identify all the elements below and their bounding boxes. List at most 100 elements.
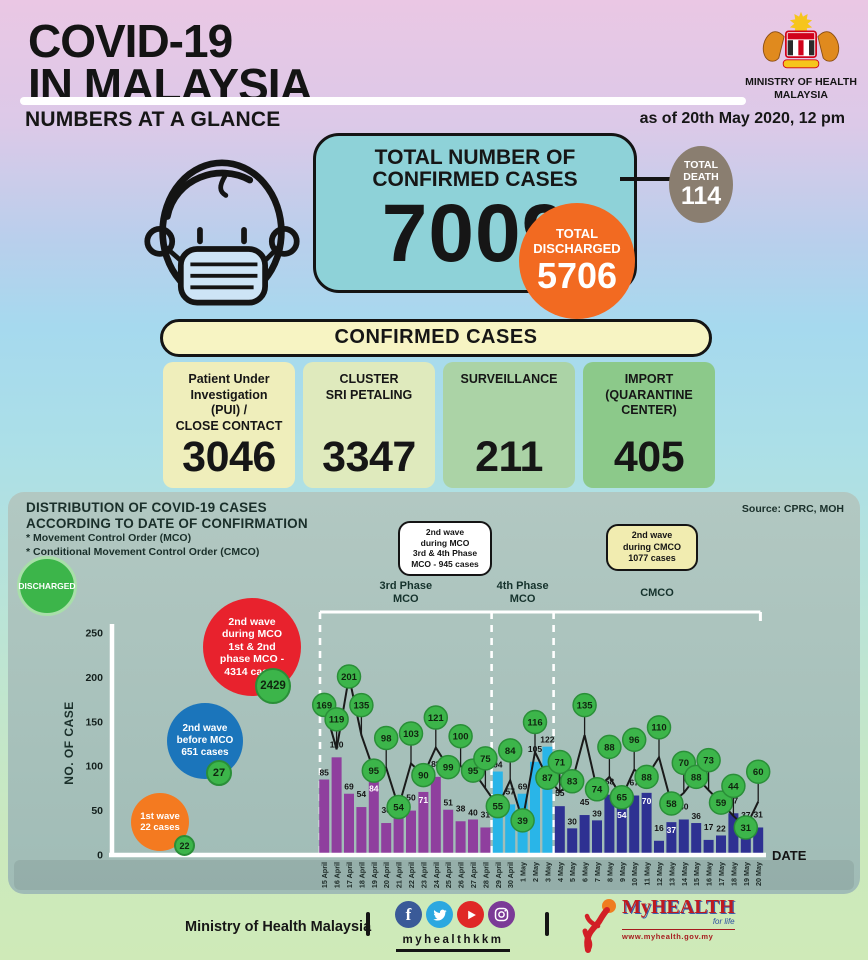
bar (368, 780, 379, 855)
total-confirmed-label: TOTAL NUMBER OF CONFIRMED CASES (372, 146, 578, 192)
bar (678, 819, 689, 855)
svg-text:55: 55 (493, 802, 504, 813)
category-import: IMPORT (QUARANTINE CENTER) 405 (583, 362, 715, 488)
svg-text:71: 71 (419, 795, 429, 805)
svg-text:1 May: 1 May (519, 862, 528, 882)
svg-text:MCO: MCO (393, 593, 419, 605)
discharged-point (324, 707, 349, 732)
divider (545, 912, 549, 936)
discharged-point (584, 777, 610, 802)
svg-text:88: 88 (691, 772, 702, 783)
svg-text:50: 50 (406, 793, 416, 803)
svg-text:17: 17 (704, 822, 714, 832)
svg-text:88: 88 (641, 772, 652, 783)
svg-text:201: 201 (341, 672, 358, 683)
svg-text:88: 88 (431, 759, 441, 769)
total-death-badge: TOTAL DEATH 114 (669, 146, 733, 223)
discharged-point (708, 790, 734, 815)
bar (666, 822, 677, 855)
svg-text:6 May: 6 May (581, 862, 590, 882)
discharged-point (386, 794, 411, 820)
total-death-value: 114 (680, 181, 722, 210)
svg-text:16: 16 (654, 823, 664, 833)
svg-text:69: 69 (518, 782, 528, 792)
badge-27: 27 (206, 760, 232, 786)
svg-text:121: 121 (428, 713, 445, 724)
twitter-icon[interactable] (426, 901, 453, 928)
svg-text:119: 119 (329, 715, 344, 726)
instagram-icon[interactable] (488, 901, 515, 928)
svg-text:20 May: 20 May (754, 862, 763, 886)
svg-text:122: 122 (540, 735, 554, 745)
y-axis-label: NO. OF CASE (62, 701, 76, 785)
svg-text:23 April: 23 April (419, 862, 428, 888)
svg-text:30 April: 30 April (506, 862, 515, 888)
svg-text:58: 58 (666, 799, 677, 810)
svg-text:14 May: 14 May (680, 862, 689, 886)
discharged-point (733, 815, 759, 840)
bar (616, 807, 627, 855)
svg-text:38: 38 (456, 803, 466, 813)
svg-text:69: 69 (344, 782, 354, 792)
svg-text:55: 55 (555, 788, 565, 798)
svg-text:71: 71 (555, 757, 566, 768)
bar (753, 827, 764, 855)
discharged-point (373, 725, 399, 751)
discharged-point (659, 791, 684, 816)
bar (480, 827, 491, 855)
svg-text:4th Phase: 4th Phase (497, 580, 549, 592)
svg-text:17 April: 17 April (345, 862, 354, 888)
svg-text:CMCO: CMCO (640, 587, 674, 599)
svg-text:9 May: 9 May (618, 862, 627, 882)
svg-text:150: 150 (85, 716, 103, 728)
youtube-icon[interactable] (457, 901, 484, 928)
svg-text:17 May: 17 May (717, 862, 726, 886)
discharged-point (621, 727, 647, 753)
facebook-icon[interactable]: f (395, 901, 422, 928)
svg-text:31: 31 (741, 823, 752, 834)
total-discharged-value: 5706 (536, 255, 618, 297)
svg-text:74: 74 (592, 785, 603, 796)
svg-text:MCO: MCO (510, 593, 536, 605)
connector-line (620, 177, 678, 181)
case-categories: Patient Under Investigation (PUI) / CLOS… (163, 362, 715, 488)
social-handle[interactable]: myhealthkkm (402, 934, 504, 946)
svg-text:36: 36 (691, 811, 701, 821)
svg-text:8 May: 8 May (605, 862, 614, 882)
as-of-date: as of 20th May 2020, 12 pm (639, 110, 845, 127)
bar (542, 746, 553, 855)
svg-text:84: 84 (505, 746, 516, 757)
svg-text:DATE: DATE (772, 848, 807, 863)
discharged-point (349, 692, 374, 718)
svg-text:84: 84 (369, 783, 379, 793)
bar (604, 794, 615, 855)
bar (430, 776, 441, 855)
discharged-point (572, 692, 597, 718)
myhealth-figure-icon (582, 899, 616, 953)
discharged-point (485, 793, 511, 819)
svg-text:100: 100 (85, 761, 103, 773)
bar (319, 779, 330, 855)
myhealth-logo[interactable]: MyHEALTH for life www.myhealth.gov.my (578, 896, 735, 954)
svg-text:100: 100 (453, 732, 469, 743)
svg-text:50: 50 (91, 805, 103, 817)
svg-text:3rd Phase: 3rd Phase (380, 580, 433, 592)
annotation-wave1: 1st wave 22 cases (131, 793, 189, 851)
svg-text:51: 51 (443, 798, 453, 808)
svg-text:10 May: 10 May (630, 862, 639, 886)
svg-text:94: 94 (493, 760, 503, 770)
bar (468, 819, 478, 855)
svg-text:37: 37 (741, 810, 751, 820)
divider (20, 97, 746, 105)
svg-text:26 April: 26 April (457, 862, 466, 888)
svg-text:36: 36 (381, 805, 391, 815)
social-icons: f (395, 901, 515, 928)
svg-text:135: 135 (577, 701, 594, 712)
discharged-point (745, 759, 771, 784)
page-title: COVID-19 IN MALAYSIA (28, 18, 313, 107)
svg-text:24 April: 24 April (432, 862, 441, 888)
svg-text:28 April: 28 April (481, 862, 490, 888)
badge-2429: 2429 (255, 668, 291, 704)
svg-text:22: 22 (716, 823, 726, 833)
